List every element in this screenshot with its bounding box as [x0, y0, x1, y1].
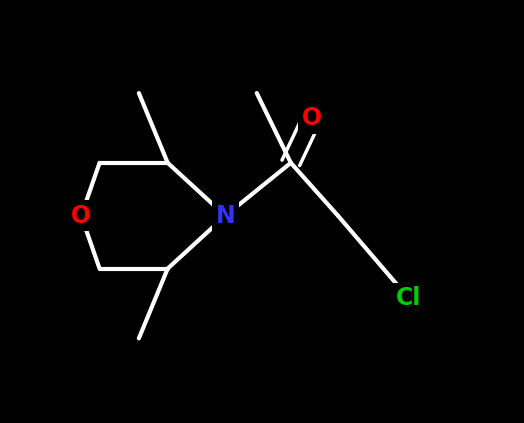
Text: O: O	[71, 204, 91, 228]
Text: O: O	[302, 107, 322, 130]
Text: Cl: Cl	[396, 286, 421, 310]
Text: N: N	[215, 204, 235, 228]
